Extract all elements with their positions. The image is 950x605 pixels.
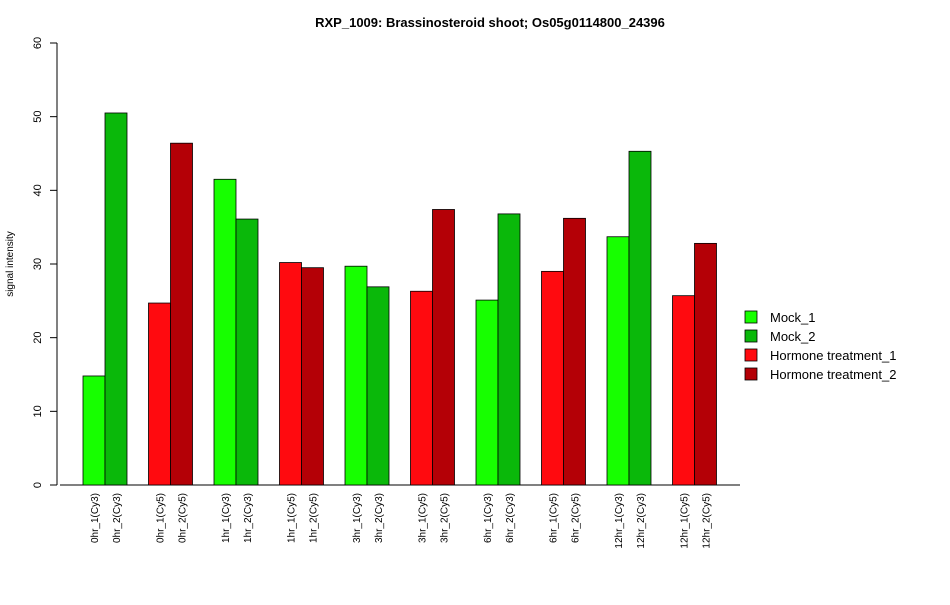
- x-tick-label: 0hr_1(Cy3): [90, 493, 101, 543]
- legend-label: Hormone treatment_1: [770, 348, 896, 363]
- legend-label: Mock_1: [770, 310, 816, 325]
- y-axis: 0 10 20 30 40 50 60: [32, 37, 58, 488]
- x-tick-label: 3hr_2(Cy5): [440, 493, 451, 543]
- x-tick-label: 12hr_1(Cy5): [680, 493, 691, 549]
- bar: [148, 302, 171, 486]
- x-axis-labels: 0hr_1(Cy3) 0hr_2(Cy3) 0hr_1(Cy5) 0hr_2(Cy5)…: [90, 493, 713, 549]
- chart-title: RXP_1009: Brassinosteroid shoot; Os05g01…: [315, 15, 665, 30]
- bar: [344, 265, 368, 486]
- x-tick-label: 6hr_2(Cy3): [505, 493, 516, 543]
- plot-area: [60, 112, 740, 486]
- x-tick-label: 3hr_1(Cy3): [352, 493, 363, 543]
- bar: [279, 262, 302, 486]
- x-tick-label: 0hr_1(Cy5): [156, 493, 167, 543]
- x-tick-label: 0hr_2(Cy5): [178, 493, 189, 543]
- bar: [694, 242, 717, 486]
- legend-swatch: [744, 310, 758, 324]
- legend-swatch: [744, 329, 758, 343]
- bar: [497, 213, 521, 486]
- bar: [628, 150, 652, 486]
- bar: [82, 375, 106, 486]
- x-tick-label: 12hr_2(Cy3): [636, 493, 647, 549]
- x-tick-label: 6hr_1(Cy5): [549, 493, 560, 543]
- x-tick-label: 0hr_2(Cy3): [112, 493, 123, 543]
- bar: [235, 218, 259, 486]
- x-tick-label: 1hr_2(Cy3): [243, 493, 254, 543]
- legend-swatch: [744, 348, 758, 362]
- y-tick-label: 40: [32, 184, 44, 196]
- y-tick-label: 30: [32, 258, 44, 270]
- bar: [475, 299, 499, 486]
- legend: Mock_1 Mock_2 Hormone treatment_1 Hormone t…: [744, 310, 896, 382]
- x-tick-label: 3hr_2(Cy3): [374, 493, 385, 543]
- bar: [170, 142, 193, 486]
- y-tick-label: 10: [32, 405, 44, 417]
- x-tick-label: 1hr_2(Cy5): [309, 493, 320, 543]
- y-tick-label: 60: [32, 37, 44, 49]
- bar: [213, 178, 237, 486]
- bar: [366, 286, 390, 486]
- legend-label: Mock_2: [770, 329, 816, 344]
- y-tick-label: 20: [32, 332, 44, 344]
- x-tick-label: 12hr_1(Cy3): [614, 493, 625, 549]
- x-tick-label: 3hr_1(Cy5): [418, 493, 429, 543]
- bar: [672, 295, 695, 486]
- y-tick-label: 0: [32, 482, 44, 488]
- bar: [432, 209, 455, 486]
- x-tick-label: 1hr_1(Cy5): [287, 493, 298, 543]
- bar: [541, 270, 564, 486]
- bar: [606, 236, 630, 486]
- x-tick-label: 12hr_2(Cy5): [702, 493, 713, 549]
- y-tick-label: 50: [32, 111, 44, 123]
- bar: [563, 217, 586, 486]
- x-tick-label: 1hr_1(Cy3): [221, 493, 232, 543]
- y-axis-label: signal intensity: [5, 231, 16, 297]
- legend-swatch: [744, 367, 758, 381]
- legend-label: Hormone treatment_2: [770, 367, 896, 382]
- bar: [301, 267, 324, 486]
- x-tick-label: 6hr_1(Cy3): [483, 493, 494, 543]
- bar: [104, 112, 128, 486]
- x-tick-label: 6hr_2(Cy5): [571, 493, 582, 543]
- bar: [410, 290, 433, 486]
